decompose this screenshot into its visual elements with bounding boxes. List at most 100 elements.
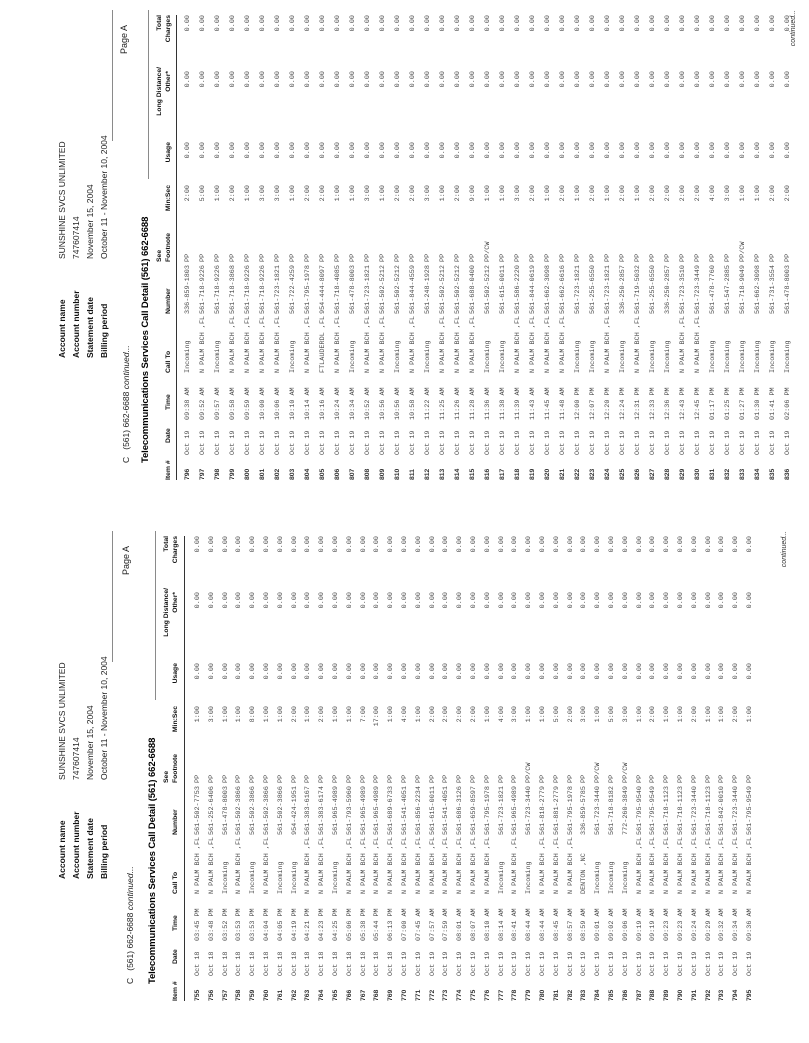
cell-date: Oct 19: [754, 430, 762, 455]
cell-time: 07:45 AM: [414, 908, 423, 941]
cell-date: Oct 19: [566, 951, 575, 976]
cell-usage: 0.00: [511, 663, 520, 680]
cell-total: 0.00: [634, 15, 642, 32]
cell-date: Oct 19: [214, 430, 222, 455]
table-row: 778 Oct 19 08:41 AM N PALM BCH ,FL 561-965-4…: [511, 521, 521, 1042]
cell-number: 561-723-3440: [594, 786, 603, 835]
cell-callto: N PALM BCH ,FL: [379, 315, 387, 373]
cell-item: 776: [483, 989, 491, 1001]
cell-min: 2:00: [784, 185, 792, 202]
cell-ld: 0.00: [589, 71, 597, 88]
cell-time: 10:52 AM: [364, 387, 372, 420]
cell-callto: Incoming: [739, 340, 747, 373]
cell-total: 0.00: [664, 15, 672, 32]
cell-number: 561-718-1123: [704, 786, 713, 835]
cell-fn: PP: [649, 774, 658, 783]
cell-item: 818: [514, 468, 521, 480]
cell-time: 09:23 AM: [663, 908, 672, 941]
cell-number: 561-615-0011: [428, 786, 437, 835]
cell-usage: 0.00: [428, 663, 437, 680]
cell-fn: PP: [263, 774, 271, 783]
cell-callto: Incoming: [589, 340, 597, 373]
cell-ld: 0.00: [290, 592, 299, 609]
cell-ld: 0.00: [373, 592, 382, 609]
cell-usage: 0.00: [469, 142, 477, 159]
cell-min: 17:00: [373, 706, 382, 727]
section-continued: continued...: [125, 866, 135, 911]
cell-callto: Incoming: [594, 861, 603, 894]
cell-total: 0.00: [249, 536, 258, 553]
cell-usage: 0.00: [334, 142, 342, 159]
table-row: 798 Oct 19 09:57 AM Incoming 561-718-9226 PP 1…: [214, 0, 224, 521]
cell-ld: 0.00: [428, 592, 437, 609]
cell-min: 1:00: [663, 706, 672, 723]
cell-item: 756: [207, 989, 215, 1001]
cell-item: 784: [594, 989, 602, 1001]
cell-callto: N PALM BCH ,FL: [635, 836, 644, 894]
cell-time: 09:24 AM: [690, 908, 699, 941]
cell-callto: N PALM BCH ,FL: [694, 315, 702, 373]
cell-ld: 0.00: [497, 592, 506, 609]
cell-ld: 0.00: [199, 71, 207, 88]
cell-min: 2:00: [318, 706, 327, 723]
cell-date: Oct 18: [290, 951, 299, 976]
cell-item: 778: [511, 989, 519, 1001]
table-row: 771 Oct 19 07:45 AM N PALM BCH ,FL 561-856-2…: [415, 521, 425, 1042]
cell-usage: 0.00: [769, 142, 777, 159]
cell-total: 0.00: [619, 15, 627, 32]
cell-total: 0.00: [229, 15, 237, 32]
cell-time: 10:06 AM: [274, 387, 282, 420]
table-row: 769 Oct 18 06:13 PM N PALM BCH ,FL 561-689-6…: [387, 521, 397, 1042]
account-number-value: 747607414: [71, 216, 81, 259]
cell-item: 775: [470, 989, 477, 1001]
cell-callto: N PALM BCH ,FL: [235, 836, 244, 894]
billing-period-label: Billing period: [99, 303, 109, 358]
cell-time: 05:44 PM: [373, 908, 382, 941]
cell-item: 760: [263, 989, 270, 1001]
cell-usage: 0.00: [484, 142, 492, 159]
cell-min: 3:00: [514, 185, 522, 202]
cell-ld: 0.00: [677, 592, 685, 609]
cell-fn: PP: [732, 774, 741, 783]
cell-time: 10:56 AM: [379, 387, 387, 420]
cell-time: 09:02 AM: [608, 908, 616, 941]
cell-usage: 0.00: [499, 142, 507, 159]
cell-total: 0.00: [608, 536, 616, 553]
cell-date: Oct 19: [769, 430, 777, 455]
table-row: 761 Oct 18 04:05 PM Incoming 561-502-3866 PP 1…: [277, 521, 287, 1042]
cell-number: 561-723-1821: [604, 265, 612, 314]
cell-fn: PP: [679, 253, 687, 262]
cell-total: 0.00: [594, 536, 603, 553]
cell-date: Oct 18: [318, 951, 327, 976]
cell-fn: PP: [289, 253, 297, 262]
cell-usage: 0.00: [525, 663, 534, 680]
cell-date: Oct 19: [424, 430, 432, 455]
cell-date: Oct 19: [634, 430, 642, 455]
cell-item: 788: [649, 989, 657, 1001]
section-prefix: C: [121, 456, 131, 463]
cell-callto: N PALM BCH ,FL: [514, 315, 522, 373]
cell-date: Oct 19: [525, 951, 534, 976]
cell-date: Oct 18: [235, 951, 244, 976]
cell-ld: 0.00: [276, 592, 285, 609]
cell-total: 0.00: [635, 536, 644, 553]
cell-number: 561-718-3868: [229, 265, 237, 314]
cell-time: 01:27 PM: [739, 387, 747, 420]
table-row: 807 Oct 19 10:34 AM Incoming 561-478-8003 PP 1…: [349, 0, 359, 521]
cell-ld: 0.00: [663, 592, 672, 609]
table-row: 797 Oct 19 09:52 AM N PALM BCH ,FL 561-718-9…: [199, 0, 209, 521]
cell-min: 2:00: [679, 185, 687, 202]
cell-time: 08:44 AM: [539, 908, 547, 941]
cell-callto: N PALM BCH ,FL: [746, 836, 754, 894]
cell-usage: 0.00: [244, 142, 252, 159]
cell-fn: PP: [499, 253, 507, 262]
cell-min: 3:00: [207, 706, 216, 723]
cell-min: 1:00: [439, 185, 447, 202]
cell-callto: N PALM BCH ,FL: [456, 836, 465, 894]
cell-item: 777: [497, 989, 505, 1001]
table-row: 808 Oct 19 10:52 AM N PALM BCH ,FL 561-723-1…: [364, 0, 374, 521]
cell-item: 813: [439, 468, 446, 480]
cell-callto: N PALM BCH ,FL: [373, 836, 382, 894]
cell-min: 3:00: [274, 185, 282, 202]
cell-min: 1:00: [387, 706, 396, 723]
